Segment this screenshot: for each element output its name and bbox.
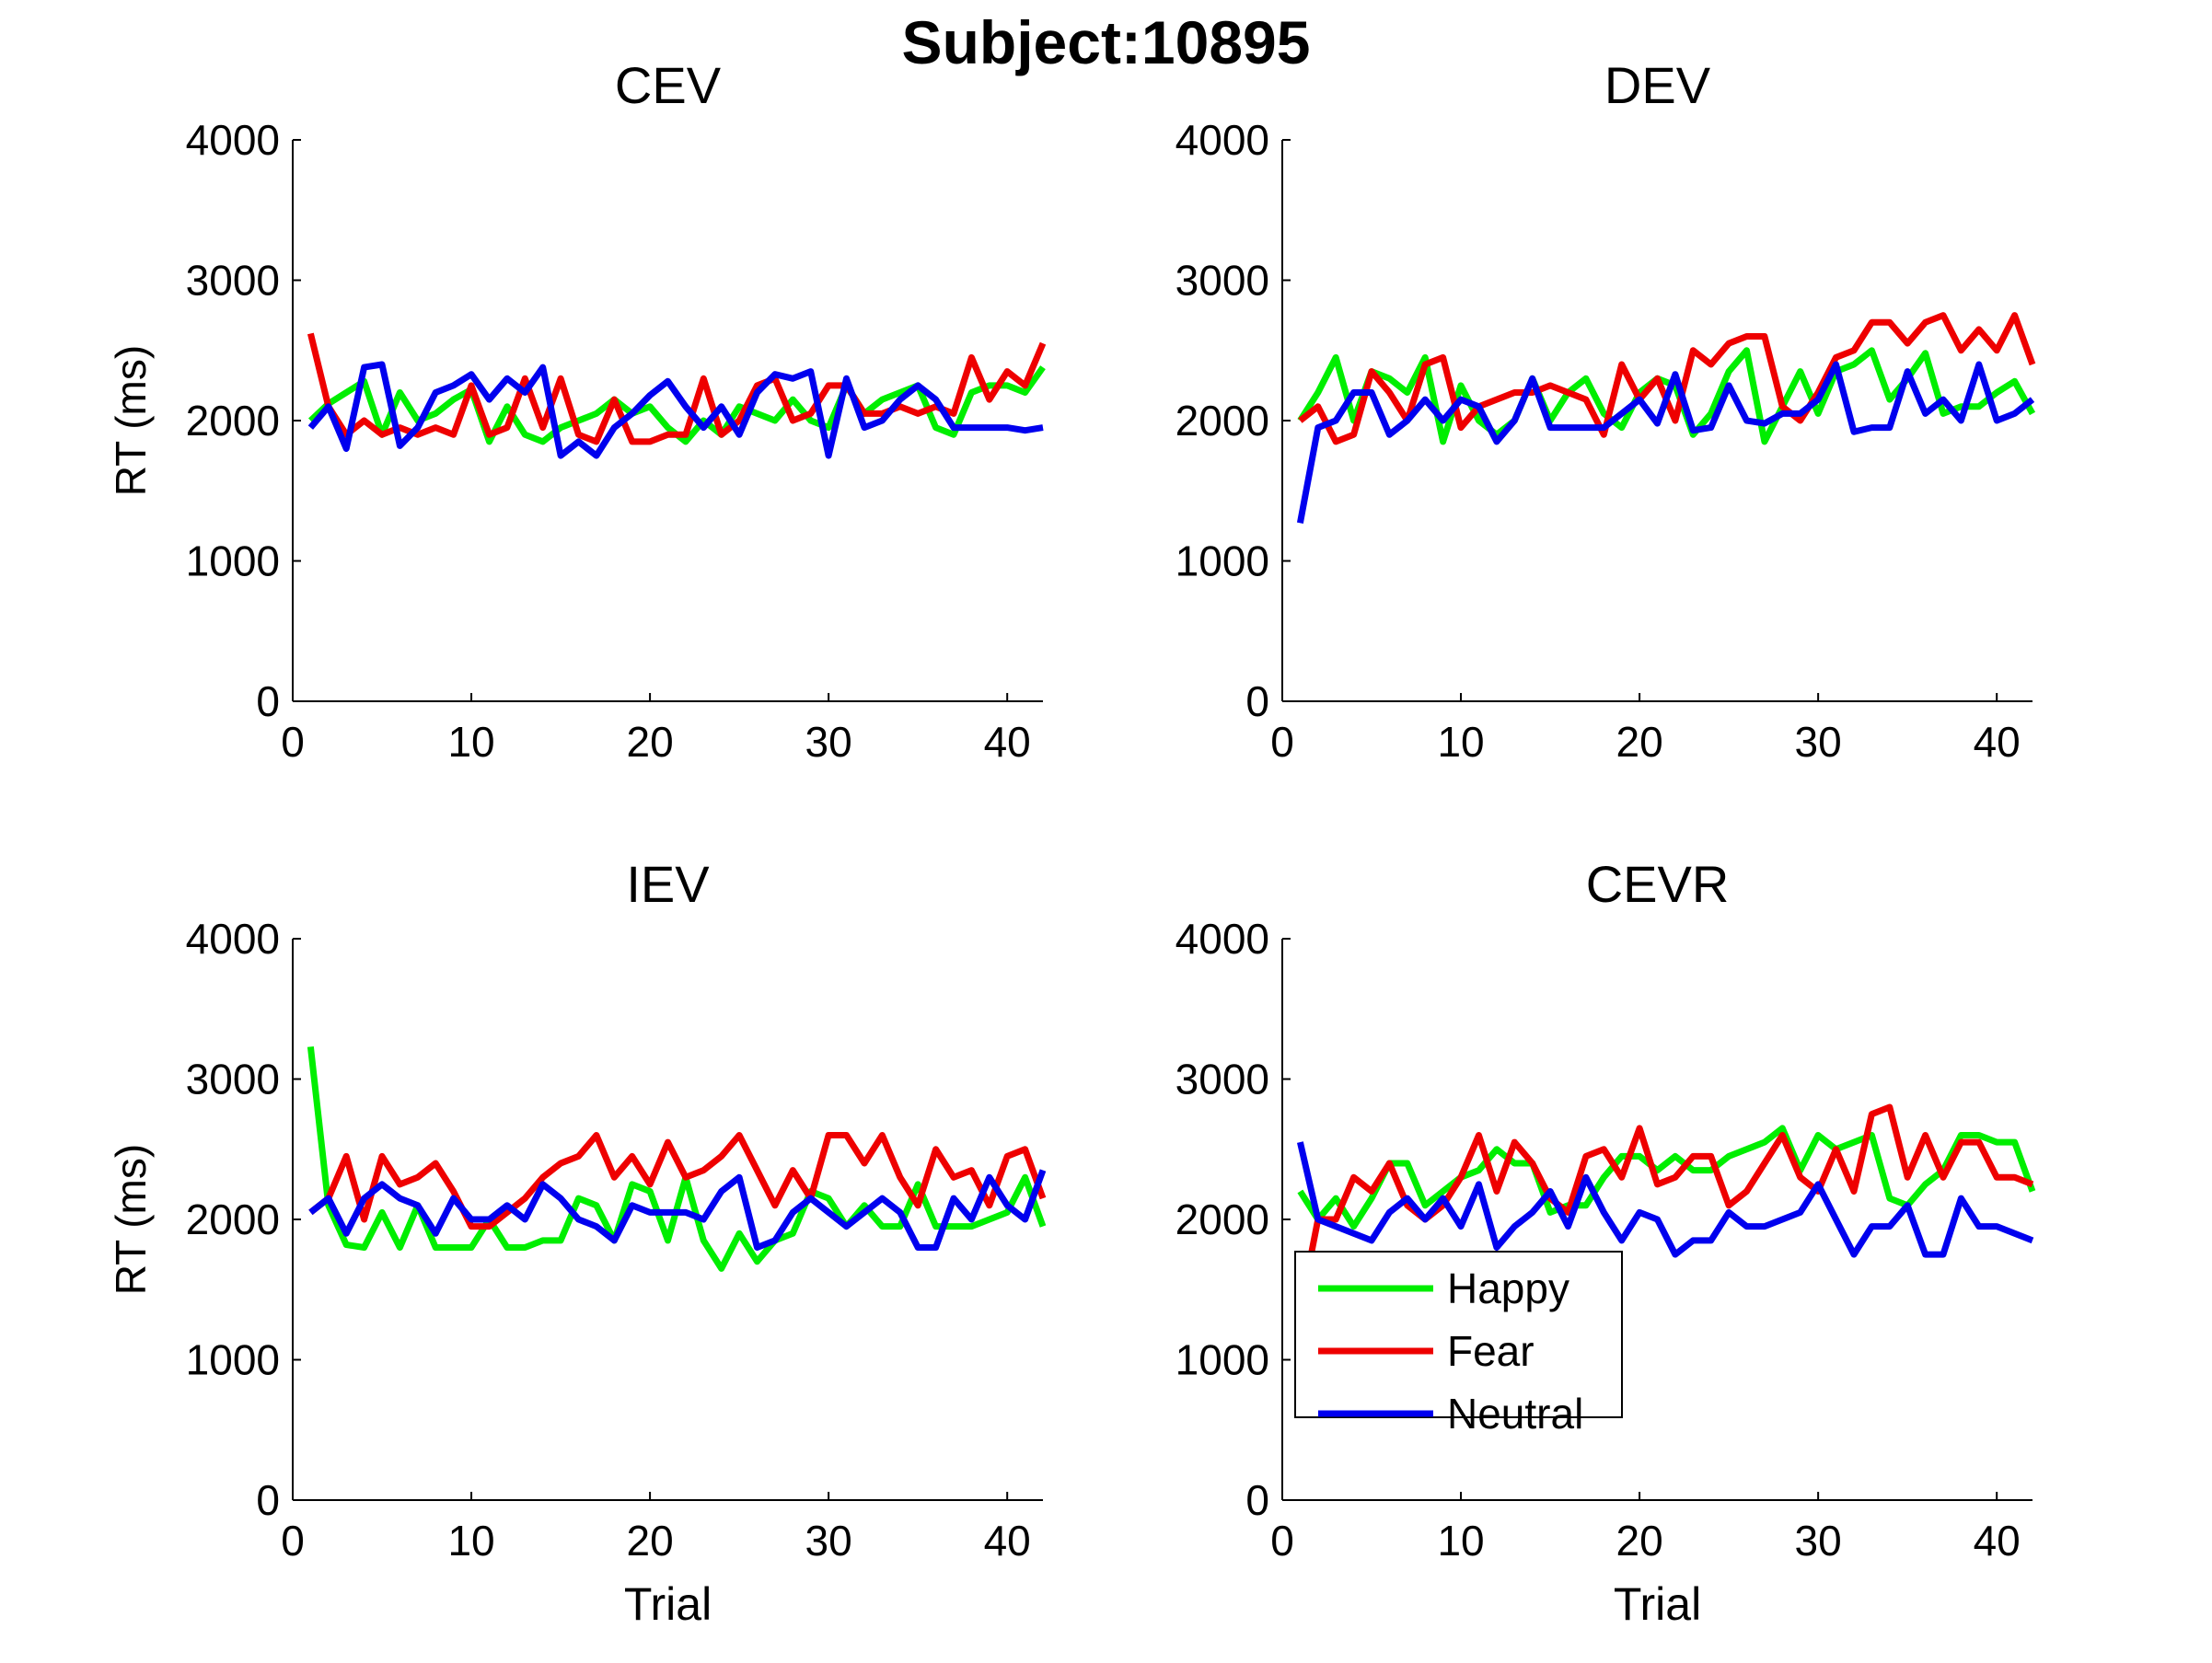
legend-label-happy: Happy <box>1447 1265 1569 1312</box>
y-tick-label: 2000 <box>186 1195 280 1243</box>
panel-cevr: CEVR 0 10 20 30 40 0 1000 2000 3000 4000 Trial <box>1175 855 2036 1630</box>
x-axis-label: Trial <box>624 1578 712 1630</box>
x-tick-label: 40 <box>984 1517 1031 1565</box>
x-tick-label: 30 <box>805 1517 852 1565</box>
y-tick-label: 3000 <box>1175 1056 1269 1103</box>
x-tick-label: 0 <box>281 1517 305 1565</box>
y-tick-label: 0 <box>256 677 280 725</box>
y-tick-label: 4000 <box>1175 116 1269 164</box>
x-tick-label: 10 <box>1437 1517 1484 1565</box>
legend-box <box>1294 1251 1623 1418</box>
panel-title: CEV <box>615 56 722 114</box>
legend-label-fear: Fear <box>1447 1327 1535 1375</box>
x-tick-label: 40 <box>1974 718 2021 766</box>
x-tick-label: 20 <box>1616 1517 1663 1565</box>
panel-iev: IEV 0 10 20 30 40 0 1000 2000 3000 4000 RT (ms) Tria… <box>107 855 1047 1630</box>
y-tick-label: 1000 <box>1175 537 1269 585</box>
y-tick-label: 4000 <box>186 116 280 164</box>
x-tick-label: 20 <box>627 718 674 766</box>
y-tick-label: 0 <box>1245 677 1269 725</box>
x-tick-label: 30 <box>1795 718 1842 766</box>
y-tick-label: 3000 <box>186 257 280 305</box>
panel-title: DEV <box>1604 56 1711 114</box>
panel-title: IEV <box>626 855 710 913</box>
panel-title: CEVR <box>1586 855 1730 913</box>
y-tick-label: 4000 <box>1175 915 1269 963</box>
y-axis-label: RT (ms) <box>107 1144 155 1295</box>
series-line-fear <box>1298 312 2036 445</box>
x-tick-label: 20 <box>1616 718 1663 766</box>
x-tick-label: 10 <box>447 718 494 766</box>
y-tick-label: 3000 <box>1175 257 1269 305</box>
x-tick-label: 40 <box>984 718 1031 766</box>
y-tick-label: 4000 <box>186 915 280 963</box>
y-tick-label: 1000 <box>186 1336 280 1384</box>
x-tick-label: 30 <box>1795 1517 1842 1565</box>
x-tick-label: 10 <box>447 1517 494 1565</box>
y-tick-label: 1000 <box>186 537 280 585</box>
x-tick-label: 30 <box>805 718 852 766</box>
series-line-neutral <box>1296 361 2035 524</box>
legend: Happy Fear Neutral <box>1294 1251 1623 1438</box>
x-tick-label: 0 <box>1270 718 1294 766</box>
y-tick-label: 2000 <box>1175 1195 1269 1243</box>
figure-title: Subject:10895 <box>901 8 1311 76</box>
x-tick-label: 40 <box>1974 1517 2021 1565</box>
y-tick-label: 0 <box>256 1476 280 1524</box>
panel-dev: DEV 0 10 20 30 40 0 1000 2000 3000 4000 <box>1175 56 2036 766</box>
y-tick-label: 0 <box>1245 1476 1269 1524</box>
legend-label-neutral: Neutral <box>1447 1390 1583 1438</box>
y-tick-label: 2000 <box>1175 397 1269 445</box>
y-tick-label: 3000 <box>186 1056 280 1103</box>
x-tick-label: 0 <box>281 718 305 766</box>
series-line-happy <box>1297 1125 2036 1230</box>
y-axis-label: RT (ms) <box>107 345 155 496</box>
series-line-neutral <box>307 361 1044 459</box>
series-line-neutral <box>1296 1141 2034 1258</box>
series-line-fear <box>308 1132 1047 1230</box>
y-tick-label: 2000 <box>186 397 280 445</box>
x-axis-label: Trial <box>1614 1578 1701 1630</box>
series-line-neutral <box>308 1169 1047 1251</box>
x-tick-label: 20 <box>627 1517 674 1565</box>
y-tick-label: 1000 <box>1175 1336 1269 1384</box>
x-tick-label: 10 <box>1437 718 1484 766</box>
x-tick-label: 0 <box>1270 1517 1294 1565</box>
series-line-fear <box>307 332 1047 445</box>
panel-cev: CEV 0 10 20 30 40 0 1000 2000 3000 4000 RT (ms) <box>107 56 1047 766</box>
